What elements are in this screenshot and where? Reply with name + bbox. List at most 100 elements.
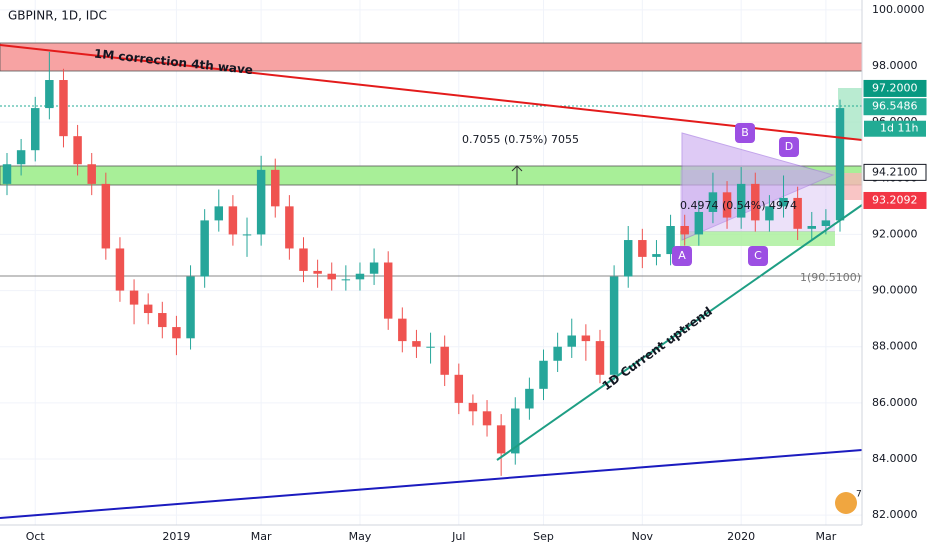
candle-body: [581, 335, 591, 342]
point-label: A: [672, 246, 692, 266]
candle-body: [285, 206, 294, 249]
candle-body: [553, 346, 562, 361]
candle-body: [341, 279, 351, 281]
candle-body: [228, 206, 238, 235]
x-tick-label: 2020: [727, 530, 755, 543]
candle-body: [736, 183, 746, 218]
candle-body: [256, 169, 266, 235]
axis-labels: 82.0000 84.0000 86.0000 88.0000 90.0000 92.00…: [26, 3, 927, 543]
annotation: 0.7055 (0.75%) 7055: [462, 133, 579, 146]
price-label-box: [863, 98, 927, 116]
candle-body: [242, 234, 252, 236]
measure-arrow: [511, 165, 523, 172]
candle-body: [496, 425, 506, 454]
range-box: [680, 231, 835, 246]
chart-title: GBPINR, 1D, IDC: [8, 9, 107, 23]
candle-body: [16, 150, 26, 165]
x-tick-label: Jul: [451, 530, 465, 543]
price-label-box: [863, 79, 927, 97]
candle-body: [73, 136, 82, 165]
trend-line: [496, 204, 863, 461]
y-tick-label: 86.0000: [872, 396, 918, 409]
x-tick-label: Mar: [251, 530, 272, 543]
candle-body: [821, 220, 831, 227]
candle-body: [595, 341, 605, 375]
candle-body: [468, 402, 478, 412]
candle-body: [666, 226, 675, 255]
x-tick-label: Oct: [26, 530, 46, 543]
candle-body: [680, 226, 689, 235]
candle-body: [398, 318, 407, 342]
countdown: 1d 11h: [880, 122, 918, 135]
candle-body: [158, 313, 167, 328]
point-text: D: [785, 140, 793, 153]
trend-line: [0, 449, 863, 519]
x-tick-label: Mar: [815, 530, 836, 543]
candle-body: [214, 206, 224, 221]
x-tick-label: May: [349, 530, 372, 543]
badge-icon: [835, 492, 857, 514]
y-tick-label: 100.0000: [872, 3, 925, 16]
point-text: C: [754, 249, 762, 262]
price-label: 93.2092: [872, 193, 918, 206]
candle-body: [609, 276, 619, 375]
candles: [2, 51, 845, 476]
candle-body: [779, 197, 788, 207]
candle-body: [454, 374, 464, 403]
candle-body: [143, 304, 153, 314]
y-tick-label: 82.0000: [872, 508, 918, 521]
countdown-box: [864, 120, 926, 137]
candle-body: [299, 248, 308, 271]
candle-body: [440, 346, 449, 375]
candle-body: [59, 80, 68, 137]
candle-body: [638, 240, 647, 257]
price-label: 94.2100: [872, 165, 918, 178]
candle-body: [355, 273, 365, 280]
candle-body: [623, 240, 633, 277]
candle-body: [525, 388, 534, 409]
candle-body: [539, 360, 548, 389]
candle-body: [482, 411, 492, 426]
x-tick-label: 2019: [162, 530, 190, 543]
candle-body: [383, 262, 393, 319]
candle-body: [115, 248, 125, 291]
candle-body: [31, 108, 40, 151]
point-text: B: [741, 126, 749, 139]
candle-body: [751, 183, 760, 221]
candle-body: [101, 183, 111, 249]
candle-body: [511, 408, 520, 454]
y-tick-label: 98.0000: [872, 59, 918, 72]
price-label-box: [863, 163, 927, 181]
candle-body: [200, 220, 209, 277]
candle-body: [369, 262, 379, 274]
annotation: 0.4974 (0.54%) 4974: [680, 199, 797, 212]
y-tick-label: 84.0000: [872, 452, 918, 465]
x-tick-label: Sep: [533, 530, 554, 543]
candle-body: [807, 226, 816, 229]
candle-body: [271, 169, 280, 207]
candle-body: [708, 192, 718, 212]
candle-body: [835, 108, 845, 221]
candle-body: [87, 164, 96, 184]
candle-body: [327, 273, 336, 280]
point-text: A: [678, 249, 686, 262]
candle-body: [652, 254, 661, 257]
y-tick-label: 92.0000: [872, 227, 918, 240]
candle-body: [793, 197, 802, 229]
y-tick-label: 88.0000: [872, 340, 918, 353]
point-label: D: [779, 137, 799, 157]
annotation: 1(90.5100): [800, 271, 861, 284]
candle-body: [765, 206, 774, 221]
resistance-zone: [0, 42, 863, 72]
candle-body: [2, 164, 12, 184]
candle-body: [694, 211, 704, 235]
price-label: 97.2000: [872, 81, 918, 94]
candle-body: [172, 327, 181, 339]
badge: 7: [856, 490, 862, 500]
candle-body: [722, 192, 732, 218]
candle-body: [412, 341, 421, 347]
candle-body: [426, 346, 435, 348]
candle-body: [186, 276, 195, 339]
